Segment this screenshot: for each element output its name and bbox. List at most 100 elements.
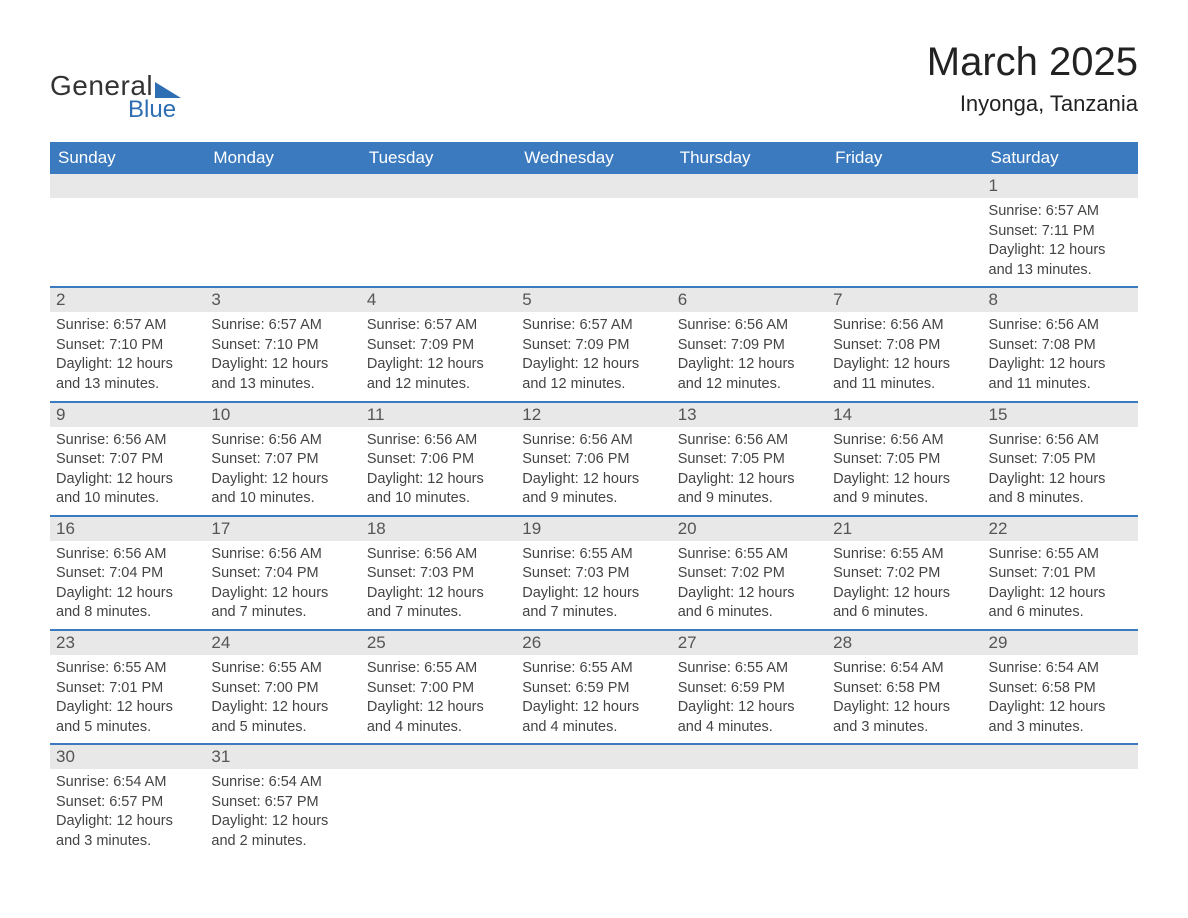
- sunset-line: Sunset: 7:03 PM: [367, 564, 510, 584]
- sunset-line: Sunset: 6:58 PM: [989, 679, 1132, 699]
- sunset-line: Sunset: 7:05 PM: [989, 450, 1132, 470]
- day-body: Sunrise: 6:56 AMSunset: 7:08 PMDaylight:…: [983, 312, 1138, 400]
- sunrise-line: Sunrise: 6:57 AM: [989, 202, 1132, 222]
- week-row: 9Sunrise: 6:56 AMSunset: 7:07 PMDaylight…: [50, 401, 1138, 515]
- daylight-line: Daylight: 12 hours and 9 minutes.: [678, 470, 821, 509]
- header: General Blue March 2025 Inyonga, Tanzani…: [50, 40, 1138, 124]
- day-body: Sunrise: 6:57 AMSunset: 7:10 PMDaylight:…: [205, 312, 360, 400]
- sunrise-line: Sunrise: 6:54 AM: [833, 659, 976, 679]
- week-row: 1Sunrise: 6:57 AMSunset: 7:11 PMDaylight…: [50, 174, 1138, 286]
- weekday-header: Monday: [205, 142, 360, 174]
- sunset-line: Sunset: 6:59 PM: [522, 679, 665, 699]
- sunset-line: Sunset: 7:09 PM: [522, 336, 665, 356]
- sunrise-line: Sunrise: 6:55 AM: [522, 545, 665, 565]
- logo: General Blue: [50, 70, 181, 124]
- daylight-line: Daylight: 12 hours and 13 minutes.: [56, 355, 199, 394]
- sunrise-line: Sunrise: 6:57 AM: [56, 316, 199, 336]
- day-number: 8: [983, 288, 1138, 312]
- day-cell: 10Sunrise: 6:56 AMSunset: 7:07 PMDayligh…: [205, 403, 360, 515]
- day-cell: 22Sunrise: 6:55 AMSunset: 7:01 PMDayligh…: [983, 517, 1138, 629]
- sunset-line: Sunset: 7:10 PM: [211, 336, 354, 356]
- day-number: 23: [50, 631, 205, 655]
- day-body-empty: [205, 198, 360, 276]
- sunset-line: Sunset: 7:11 PM: [989, 222, 1132, 242]
- daylight-line: Daylight: 12 hours and 12 minutes.: [367, 355, 510, 394]
- sunrise-line: Sunrise: 6:57 AM: [522, 316, 665, 336]
- page-subtitle: Inyonga, Tanzania: [927, 91, 1138, 117]
- day-body: Sunrise: 6:55 AMSunset: 7:02 PMDaylight:…: [672, 541, 827, 629]
- daylight-line: Daylight: 12 hours and 8 minutes.: [56, 584, 199, 623]
- sunset-line: Sunset: 7:08 PM: [833, 336, 976, 356]
- sunset-line: Sunset: 7:06 PM: [367, 450, 510, 470]
- sunrise-line: Sunrise: 6:54 AM: [56, 773, 199, 793]
- logo-text-blue: Blue: [128, 96, 176, 124]
- daylight-line: Daylight: 12 hours and 10 minutes.: [56, 470, 199, 509]
- day-body: Sunrise: 6:57 AMSunset: 7:11 PMDaylight:…: [983, 198, 1138, 286]
- day-cell: [361, 174, 516, 286]
- sunset-line: Sunset: 6:57 PM: [211, 793, 354, 813]
- day-number: [361, 745, 516, 769]
- sunset-line: Sunset: 7:05 PM: [678, 450, 821, 470]
- daylight-line: Daylight: 12 hours and 5 minutes.: [211, 698, 354, 737]
- day-cell: 11Sunrise: 6:56 AMSunset: 7:06 PMDayligh…: [361, 403, 516, 515]
- day-body: Sunrise: 6:56 AMSunset: 7:09 PMDaylight:…: [672, 312, 827, 400]
- sunrise-line: Sunrise: 6:57 AM: [211, 316, 354, 336]
- day-cell: 8Sunrise: 6:56 AMSunset: 7:08 PMDaylight…: [983, 288, 1138, 400]
- daylight-line: Daylight: 12 hours and 6 minutes.: [833, 584, 976, 623]
- sunrise-line: Sunrise: 6:56 AM: [367, 431, 510, 451]
- day-number: 15: [983, 403, 1138, 427]
- day-body: Sunrise: 6:57 AMSunset: 7:09 PMDaylight:…: [516, 312, 671, 400]
- day-cell: 7Sunrise: 6:56 AMSunset: 7:08 PMDaylight…: [827, 288, 982, 400]
- day-body: Sunrise: 6:54 AMSunset: 6:58 PMDaylight:…: [983, 655, 1138, 743]
- sunset-line: Sunset: 7:02 PM: [678, 564, 821, 584]
- day-number: 21: [827, 517, 982, 541]
- day-cell: 12 Sunrise: 6:56 AMSunset: 7:06 PMDayligh…: [516, 403, 671, 515]
- sunrise-line: Sunrise: 6:55 AM: [211, 659, 354, 679]
- day-body: Sunrise: 6:55 AMSunset: 7:01 PMDaylight:…: [983, 541, 1138, 629]
- weekday-header: Friday: [827, 142, 982, 174]
- day-number: 22: [983, 517, 1138, 541]
- sunset-line: Sunset: 7:06 PM: [522, 450, 665, 470]
- day-body: Sunrise: 6:55 AMSunset: 6:59 PMDaylight:…: [672, 655, 827, 743]
- day-number: 11: [361, 403, 516, 427]
- day-cell: 17Sunrise: 6:56 AMSunset: 7:04 PMDayligh…: [205, 517, 360, 629]
- day-number: 12: [516, 403, 671, 427]
- day-cell: 5Sunrise: 6:57 AMSunset: 7:09 PMDaylight…: [516, 288, 671, 400]
- day-cell: [983, 745, 1138, 857]
- weekday-header: Saturday: [983, 142, 1138, 174]
- sunrise-line: Sunrise: 6:56 AM: [56, 431, 199, 451]
- day-body: Sunrise: 6:54 AMSunset: 6:57 PMDaylight:…: [205, 769, 360, 857]
- sunset-line: Sunset: 7:01 PM: [56, 679, 199, 699]
- day-body: Sunrise: 6:56 AMSunset: 7:05 PMDaylight:…: [672, 427, 827, 515]
- day-number: [983, 745, 1138, 769]
- daylight-line: Daylight: 12 hours and 9 minutes.: [522, 470, 665, 509]
- sunset-line: Sunset: 7:09 PM: [367, 336, 510, 356]
- sunset-line: Sunset: 7:02 PM: [833, 564, 976, 584]
- daylight-line: Daylight: 12 hours and 5 minutes.: [56, 698, 199, 737]
- daylight-line: Daylight: 12 hours and 8 minutes.: [989, 470, 1132, 509]
- sunrise-line: Sunrise: 6:55 AM: [56, 659, 199, 679]
- day-number: 7: [827, 288, 982, 312]
- day-body: Sunrise: 6:55 AMSunset: 6:59 PMDaylight:…: [516, 655, 671, 743]
- daylight-line: Daylight: 12 hours and 13 minutes.: [989, 241, 1132, 280]
- daylight-line: Daylight: 12 hours and 6 minutes.: [989, 584, 1132, 623]
- sunset-line: Sunset: 7:04 PM: [211, 564, 354, 584]
- day-cell: [827, 745, 982, 857]
- day-cell: [672, 745, 827, 857]
- day-cell: 4Sunrise: 6:57 AMSunset: 7:09 PMDaylight…: [361, 288, 516, 400]
- day-number: 26: [516, 631, 671, 655]
- day-body: Sunrise: 6:56 AMSunset: 7:04 PMDaylight:…: [205, 541, 360, 629]
- sunrise-line: Sunrise: 6:56 AM: [522, 431, 665, 451]
- day-cell: 30Sunrise: 6:54 AMSunset: 6:57 PMDayligh…: [50, 745, 205, 857]
- day-number: [672, 174, 827, 198]
- day-number: [827, 745, 982, 769]
- daylight-line: Daylight: 12 hours and 4 minutes.: [367, 698, 510, 737]
- sunrise-line: Sunrise: 6:56 AM: [678, 431, 821, 451]
- day-cell: 16Sunrise: 6:56 AMSunset: 7:04 PMDayligh…: [50, 517, 205, 629]
- sunrise-line: Sunrise: 6:56 AM: [989, 316, 1132, 336]
- day-cell: 29Sunrise: 6:54 AMSunset: 6:58 PMDayligh…: [983, 631, 1138, 743]
- day-cell: 15Sunrise: 6:56 AMSunset: 7:05 PMDayligh…: [983, 403, 1138, 515]
- week-row: 16Sunrise: 6:56 AMSunset: 7:04 PMDayligh…: [50, 515, 1138, 629]
- day-number: 24: [205, 631, 360, 655]
- weekday-header-row: SundayMondayTuesdayWednesdayThursdayFrid…: [50, 142, 1138, 174]
